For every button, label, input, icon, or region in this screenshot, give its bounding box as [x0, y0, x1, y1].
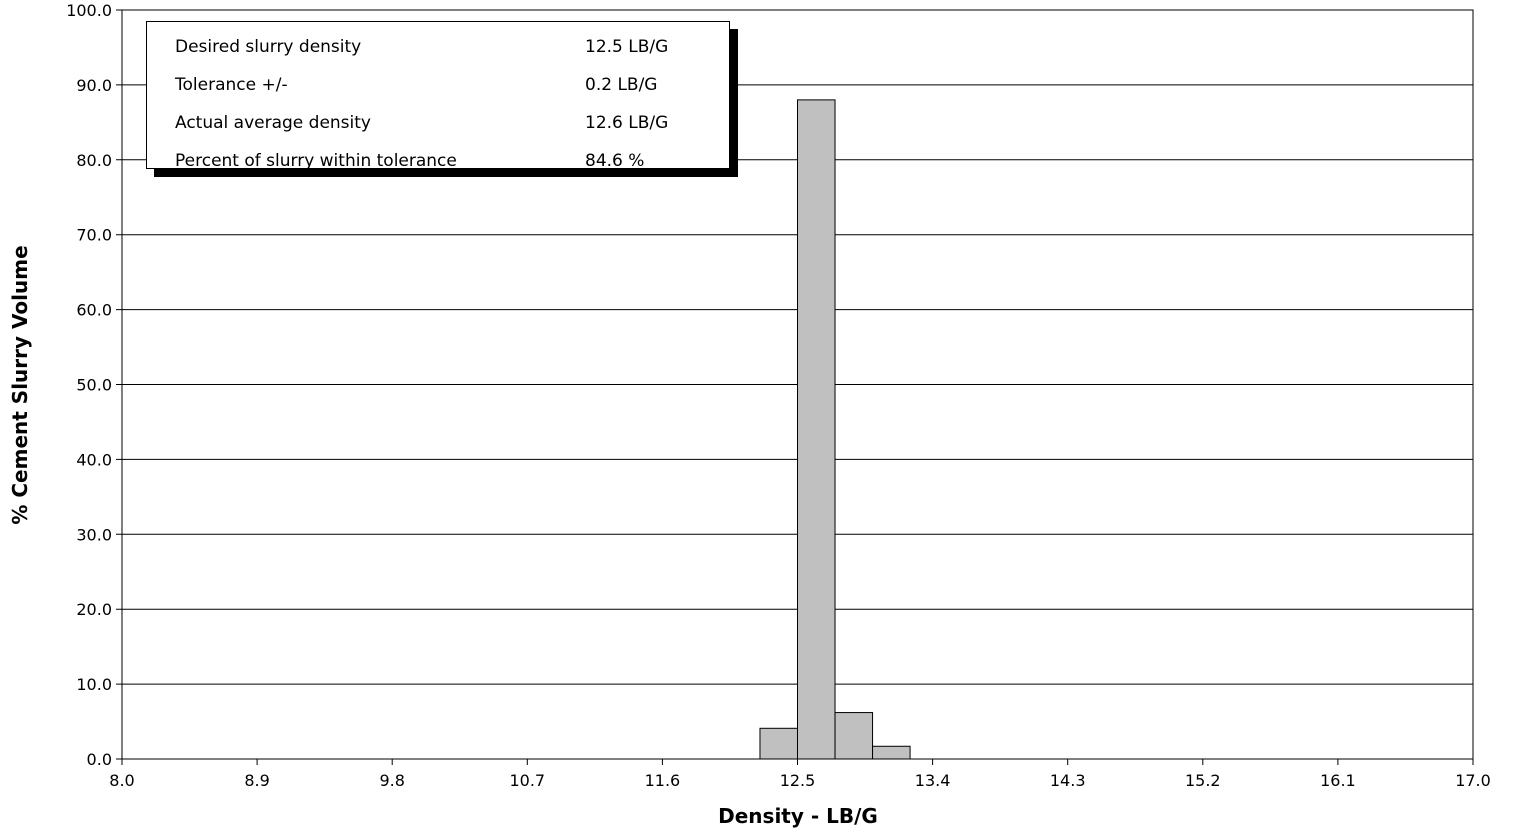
x-tick-label: 11.6: [645, 771, 681, 790]
y-tick-label: 30.0: [76, 525, 112, 544]
y-tick-label: 20.0: [76, 600, 112, 619]
density-summary-box: Desired slurry density 12.5 LB/G Toleran…: [146, 21, 730, 171]
y-tick-labels: 0.0 10.0 20.0 30.0 40.0 50.0 60.0 70.0 80.0 90.0 1…: [66, 1, 112, 769]
y-tick-label: 0.0: [87, 750, 112, 769]
info-row-desired: Desired slurry density 12.5 LB/G: [147, 28, 729, 66]
info-row-actual: Actual average density 12.6 LB/G: [147, 104, 729, 142]
desired-density-value: 12.5 LB/G: [585, 37, 669, 57]
x-tick-label: 15.2: [1185, 771, 1221, 790]
percent-within-value: 84.6 %: [585, 151, 645, 171]
axes: [121, 9, 1474, 765]
actual-density-value: 12.6 LB/G: [585, 113, 669, 133]
info-row-percent: Percent of slurry within tolerance 84.6 …: [147, 142, 729, 180]
x-tick-label: 9.8: [379, 771, 404, 790]
y-tick-label: 50.0: [76, 376, 112, 395]
x-tick-label: 14.3: [1050, 771, 1086, 790]
y-axis-title: % Cement Slurry Volume: [8, 245, 32, 524]
histogram-bar: [759, 727, 799, 760]
x-tick-label: 17.0: [1455, 771, 1491, 790]
x-tick-labels: 8.0 8.9 9.8 10.7 11.6 12.5 13.4 14.3 15.2 16.1 17.…: [109, 771, 1491, 790]
y-tick-label: 80.0: [76, 151, 112, 170]
tolerance-label: Tolerance +/-: [175, 75, 288, 95]
y-tick-label: 90.0: [76, 76, 112, 95]
desired-density-label: Desired slurry density: [175, 37, 362, 57]
x-tick-label: 12.5: [780, 771, 816, 790]
x-tick-label: 13.4: [915, 771, 951, 790]
info-row-tolerance: Tolerance +/- 0.2 LB/G: [147, 66, 729, 104]
y-tick-label: 10.0: [76, 675, 112, 694]
x-tick-label: 10.7: [509, 771, 545, 790]
histogram-bars: [759, 99, 911, 760]
histogram-bar: [797, 99, 836, 760]
x-axis-title: Density - LB/G: [718, 804, 878, 828]
x-tick-label: 8.0: [109, 771, 134, 790]
actual-density-label: Actual average density: [175, 113, 371, 133]
histogram-bar: [834, 712, 874, 760]
y-tick-label: 60.0: [76, 301, 112, 320]
y-tick-label: 40.0: [76, 450, 112, 469]
tolerance-value: 0.2 LB/G: [585, 75, 658, 95]
percent-within-label: Percent of slurry within tolerance: [175, 151, 457, 171]
y-tick-label: 70.0: [76, 226, 112, 245]
y-tick-label: 100.0: [66, 1, 112, 20]
x-tick-label: 8.9: [244, 771, 269, 790]
x-tick-label: 16.1: [1320, 771, 1356, 790]
histogram-bar: [872, 745, 911, 760]
